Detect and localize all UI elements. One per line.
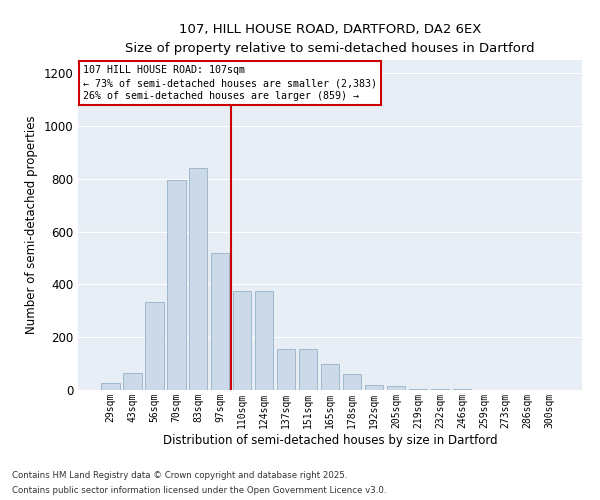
Bar	[299, 349, 317, 390]
Bar	[255, 291, 274, 390]
Bar	[320, 364, 340, 390]
Bar	[123, 373, 142, 390]
Bar	[233, 291, 251, 390]
Title: 107, HILL HOUSE ROAD, DARTFORD, DA2 6EX
Size of property relative to semi-detach: 107, HILL HOUSE ROAD, DARTFORD, DA2 6EX …	[125, 22, 535, 54]
Text: 107 HILL HOUSE ROAD: 107sqm
← 73% of semi-detached houses are smaller (2,383)
26: 107 HILL HOUSE ROAD: 107sqm ← 73% of sem…	[83, 65, 377, 102]
Bar	[145, 302, 164, 390]
Bar	[343, 374, 361, 390]
Bar	[386, 386, 405, 390]
Bar	[211, 252, 229, 390]
Text: Contains HM Land Registry data © Crown copyright and database right 2025.: Contains HM Land Registry data © Crown c…	[12, 471, 347, 480]
X-axis label: Distribution of semi-detached houses by size in Dartford: Distribution of semi-detached houses by …	[163, 434, 497, 446]
Bar	[409, 388, 427, 390]
Bar	[431, 388, 449, 390]
Text: Contains public sector information licensed under the Open Government Licence v3: Contains public sector information licen…	[12, 486, 386, 495]
Bar	[277, 349, 295, 390]
Y-axis label: Number of semi-detached properties: Number of semi-detached properties	[25, 116, 38, 334]
Bar	[101, 384, 119, 390]
Bar	[167, 180, 185, 390]
Bar	[365, 384, 383, 390]
Bar	[189, 168, 208, 390]
